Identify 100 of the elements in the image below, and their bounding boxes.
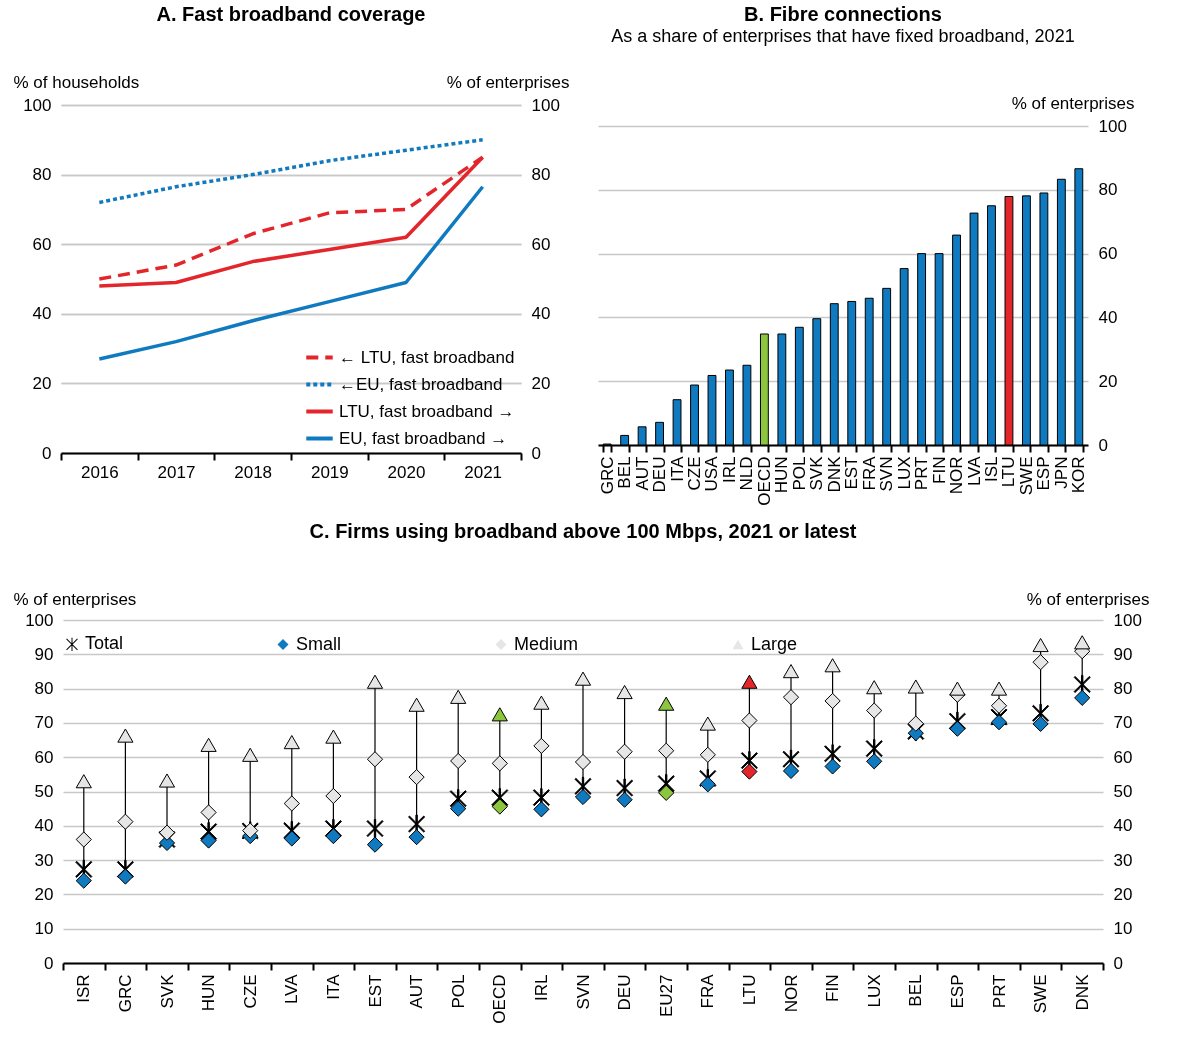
x-tick-label: ESP (947, 974, 967, 1009)
y-tick-label: 0 (44, 953, 54, 973)
x-tick-label: DNK (1072, 973, 1092, 1011)
x-tick-label: NOR (781, 974, 801, 1013)
y2-tick-label: 20 (531, 373, 551, 393)
x-tick-label: HUN (772, 456, 792, 494)
y-tick-label: 80 (34, 679, 54, 699)
x-tick-label: SVK (807, 455, 827, 491)
x-tick-label: USA (702, 455, 722, 492)
x-tick-label: EST (365, 974, 385, 1008)
x-tick-label: GRC (115, 974, 135, 1013)
y2-tick-label: 90 (1113, 644, 1133, 664)
x-tick-label: SWE (1016, 456, 1036, 496)
legend-label: Large (751, 633, 798, 654)
y-tick-label: 80 (32, 165, 52, 185)
x-tick-label: ITA (323, 973, 343, 1000)
y2-tick-label: 40 (1113, 816, 1133, 836)
x-tick-label: JPN (1051, 456, 1071, 489)
x-tick-label: POL (789, 456, 809, 491)
x-tick-label: AUT (632, 456, 652, 491)
y-tick-label: 0 (42, 443, 52, 463)
x-tick-label: ISR (74, 974, 94, 1003)
x-tick-label: OECD (754, 456, 774, 506)
y-tick-label: 100 (23, 95, 52, 115)
x-tick-label: LTU (999, 456, 1019, 488)
x-tick-label: AUT (407, 974, 427, 1009)
y-tick-label: 0 (1098, 435, 1108, 455)
y2-tick-label: 30 (1113, 850, 1133, 870)
x-tick-label: IRL (531, 974, 551, 1001)
y2-tick-label: 10 (1113, 919, 1133, 939)
y-tick-label: 100 (25, 610, 54, 630)
y2-axis-title: % of enterprises (446, 72, 570, 92)
x-tick-label: 2020 (387, 462, 426, 482)
x-tick-label: 2017 (157, 462, 196, 482)
y-tick-label: 40 (1098, 307, 1118, 327)
chart-title: A. Fast broadband coverage (156, 3, 426, 25)
y-tick-label: 60 (1098, 244, 1118, 264)
y-tick-label: 60 (34, 747, 54, 767)
x-tick-label: FRA (698, 973, 718, 1009)
legend-label: Total (85, 633, 124, 654)
legend-label: ←EU, fast broadband (339, 374, 503, 394)
x-tick-label: 2021 (464, 462, 503, 482)
x-tick-label: FRA (859, 455, 879, 491)
y-tick-label: 40 (32, 304, 52, 324)
x-tick-label: FIN (929, 456, 949, 484)
y-axis-title: % of households (13, 72, 140, 92)
chart-title: C. Firms using broadband above 100 Mbps, 2021 or latest (309, 520, 857, 542)
y-tick-label: 80 (1098, 180, 1118, 200)
y2-axis-title: % of enterprises (1026, 589, 1150, 609)
y2-tick-label: 40 (531, 304, 551, 324)
x-tick-label: DEU (615, 974, 635, 1011)
x-tick-label: NLD (737, 456, 757, 491)
x-tick-label: FIN (823, 974, 843, 1002)
y2-tick-label: 0 (531, 443, 541, 463)
y-tick-label: 50 (34, 782, 54, 801)
x-tick-label: LVA (964, 455, 984, 487)
x-tick-label: SVK (157, 973, 177, 1009)
y2-tick-label: 70 (1113, 713, 1133, 733)
x-tick-label: GRC (597, 456, 617, 495)
y-tick-label: 20 (1098, 371, 1118, 391)
y-tick-label: 100 (1098, 116, 1127, 136)
x-tick-label: LVA (282, 973, 302, 1005)
y-tick-label: 90 (34, 644, 54, 664)
x-tick-label: LUX (864, 974, 884, 1008)
x-tick-label: BEL (906, 974, 926, 1007)
y2-tick-label: 60 (531, 234, 551, 254)
x-tick-label: HUN (199, 974, 219, 1012)
y-tick-label: 60 (32, 234, 52, 254)
y-tick-label: 40 (34, 816, 54, 836)
x-tick-label: NOR (947, 456, 967, 495)
chart-subtitle: As a share of enterprises that have fixed broadband, 2021 (611, 26, 1075, 46)
x-tick-label: SVN (573, 974, 593, 1010)
x-tick-label: EST (842, 456, 862, 490)
x-tick-label: BEL (615, 456, 635, 489)
legend-label: LTU, fast broadband → (339, 401, 515, 421)
y2-tick-label: 100 (1113, 610, 1142, 630)
legend-label: Medium (514, 633, 579, 654)
x-tick-label: LUX (894, 456, 914, 490)
x-tick-label: 2019 (310, 462, 349, 482)
x-tick-label: 2018 (234, 462, 273, 482)
x-tick-label: KOR (1069, 456, 1089, 494)
y-tick-label: 30 (34, 850, 54, 870)
y2-tick-label: 80 (1113, 679, 1133, 699)
x-tick-label: DNK (824, 455, 844, 493)
x-tick-label: SWE (1031, 974, 1051, 1014)
x-tick-label: IRL (719, 456, 739, 483)
x-tick-label: CZE (685, 456, 705, 491)
y-tick-label: 70 (34, 713, 54, 733)
legend-label: Small (296, 633, 342, 654)
y-axis-title: % of enterprises (1011, 93, 1135, 113)
x-tick-label: EU27 (656, 974, 676, 1018)
x-tick-label: LTU (739, 974, 759, 1006)
x-tick-label: CZE (240, 974, 260, 1009)
chart-title: B. Fibre connections (744, 3, 942, 25)
y2-tick-label: 100 (531, 95, 560, 115)
x-tick-label: PRT (912, 456, 932, 491)
y-tick-label: 10 (34, 919, 54, 939)
y2-tick-label: 50 (1113, 782, 1133, 801)
legend-label: ← LTU, fast broadband (339, 347, 515, 367)
y2-tick-label: 60 (1113, 747, 1133, 767)
